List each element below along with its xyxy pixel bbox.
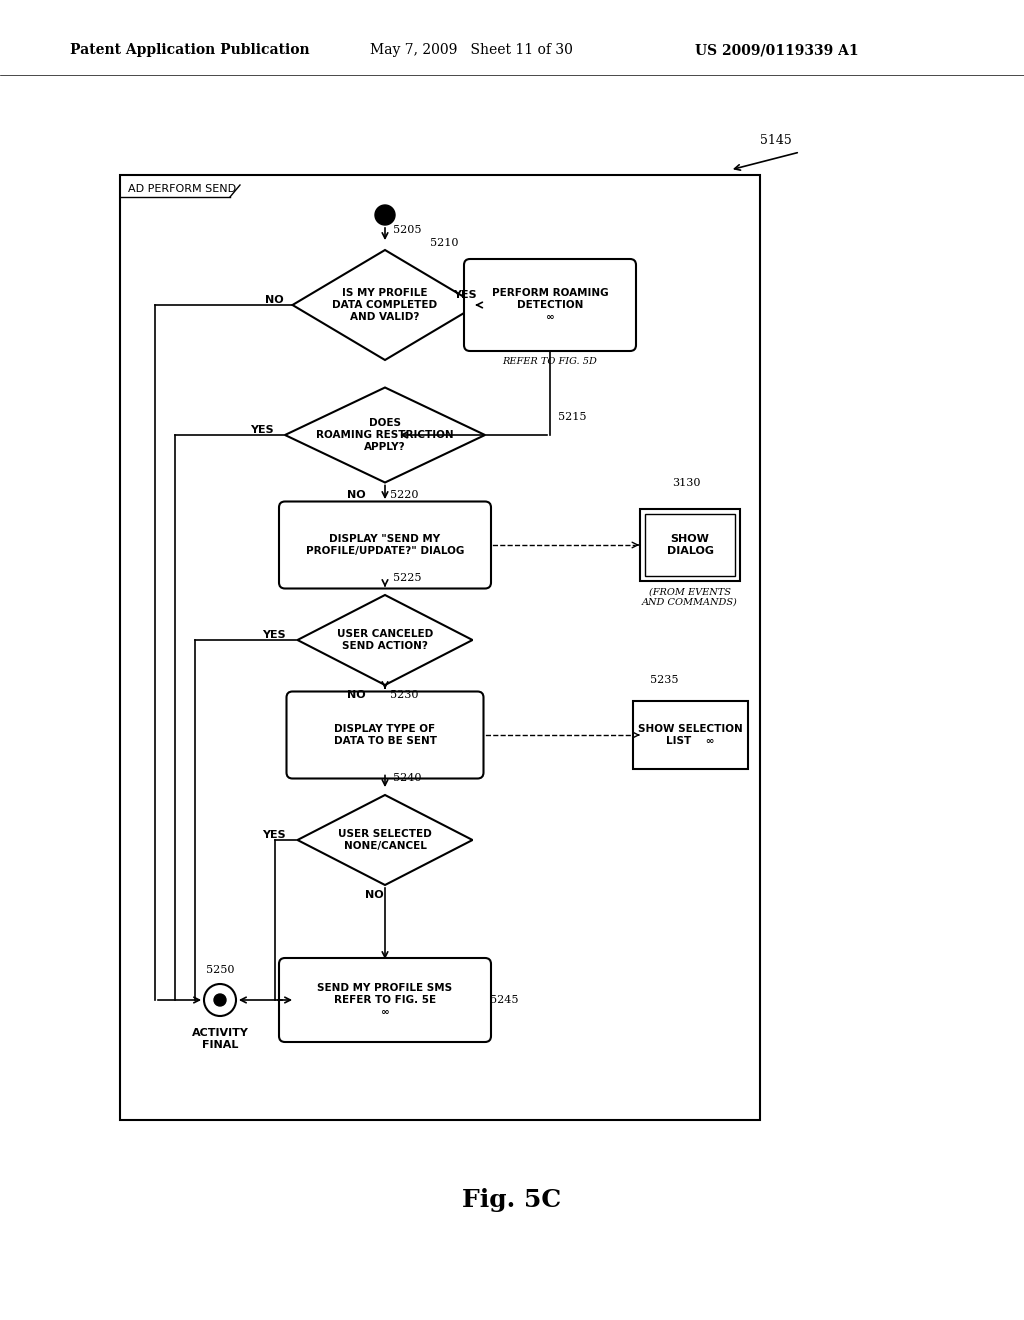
Text: 5240: 5240 — [393, 774, 422, 783]
Text: 5205: 5205 — [393, 224, 422, 235]
Polygon shape — [298, 795, 472, 884]
FancyBboxPatch shape — [640, 510, 740, 581]
Text: YES: YES — [262, 630, 286, 640]
Polygon shape — [298, 595, 472, 685]
Text: 5235: 5235 — [650, 675, 679, 685]
Text: 5210: 5210 — [430, 238, 459, 248]
Text: NO: NO — [365, 890, 384, 900]
Circle shape — [375, 205, 395, 224]
FancyBboxPatch shape — [279, 958, 490, 1041]
Text: 3130: 3130 — [672, 478, 700, 488]
Text: SHOW SELECTION
LIST    ∞: SHOW SELECTION LIST ∞ — [638, 725, 742, 746]
FancyBboxPatch shape — [279, 502, 490, 589]
Text: USER CANCELED
SEND ACTION?: USER CANCELED SEND ACTION? — [337, 630, 433, 651]
FancyBboxPatch shape — [287, 692, 483, 779]
Text: REFER TO FIG. 5D: REFER TO FIG. 5D — [503, 356, 597, 366]
FancyBboxPatch shape — [633, 701, 748, 770]
Text: PERFORM ROAMING
DETECTION
∞: PERFORM ROAMING DETECTION ∞ — [492, 288, 608, 322]
Text: DOES
ROAMING RESTRICTION
APPLY?: DOES ROAMING RESTRICTION APPLY? — [316, 418, 454, 451]
Text: Fig. 5C: Fig. 5C — [463, 1188, 561, 1212]
Text: DISPLAY "SEND MY
PROFILE/UPDATE?" DIALOG: DISPLAY "SEND MY PROFILE/UPDATE?" DIALOG — [306, 535, 464, 556]
Text: 5215: 5215 — [558, 412, 587, 422]
Text: NO: NO — [264, 294, 283, 305]
Text: May 7, 2009   Sheet 11 of 30: May 7, 2009 Sheet 11 of 30 — [370, 44, 572, 57]
Text: Patent Application Publication: Patent Application Publication — [70, 44, 309, 57]
Text: NO: NO — [347, 690, 366, 700]
FancyBboxPatch shape — [120, 176, 760, 1119]
FancyBboxPatch shape — [464, 259, 636, 351]
Circle shape — [204, 983, 236, 1016]
Text: 5225: 5225 — [393, 573, 422, 583]
Text: AD PERFORM SEND: AD PERFORM SEND — [128, 183, 237, 194]
Text: SHOW
DIALOG: SHOW DIALOG — [667, 535, 714, 556]
Text: ACTIVITY
FINAL: ACTIVITY FINAL — [191, 1028, 249, 1049]
Polygon shape — [293, 249, 477, 360]
Text: 5220: 5220 — [390, 490, 419, 500]
Polygon shape — [285, 388, 485, 483]
Text: YES: YES — [453, 290, 476, 300]
Text: US 2009/0119339 A1: US 2009/0119339 A1 — [695, 44, 859, 57]
FancyBboxPatch shape — [645, 513, 735, 576]
Circle shape — [214, 994, 226, 1006]
Text: 5145: 5145 — [760, 133, 792, 147]
Text: DISPLAY TYPE OF
DATA TO BE SENT: DISPLAY TYPE OF DATA TO BE SENT — [334, 725, 436, 746]
Text: (FROM EVENTS
AND COMMANDS): (FROM EVENTS AND COMMANDS) — [642, 587, 738, 607]
Text: YES: YES — [262, 830, 286, 840]
Text: 5230: 5230 — [390, 690, 419, 700]
Text: 5250: 5250 — [206, 965, 234, 975]
Text: NO: NO — [347, 490, 366, 500]
Text: SEND MY PROFILE SMS
REFER TO FIG. 5E
∞: SEND MY PROFILE SMS REFER TO FIG. 5E ∞ — [317, 983, 453, 1016]
Text: 5245: 5245 — [490, 995, 518, 1005]
Text: IS MY PROFILE
DATA COMPLETED
AND VALID?: IS MY PROFILE DATA COMPLETED AND VALID? — [333, 288, 437, 322]
Text: YES: YES — [250, 425, 273, 436]
Text: USER SELECTED
NONE/CANCEL: USER SELECTED NONE/CANCEL — [338, 829, 432, 851]
